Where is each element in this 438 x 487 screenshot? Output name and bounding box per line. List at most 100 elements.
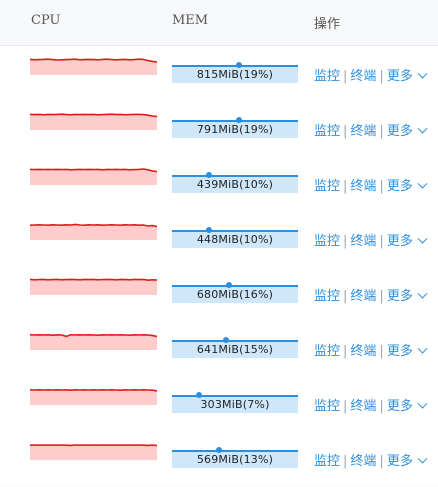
table-row: 448MiB(10%) 监控 | 终端 | 更多: [0, 211, 438, 267]
cpu-sparkline: [30, 444, 157, 460]
header-cpu: CPU: [31, 13, 61, 28]
separator: |: [343, 234, 348, 249]
mem-usage-bar: 791MiB(19%): [172, 117, 298, 138]
mem-label: 791MiB(19%): [196, 123, 274, 136]
separator: |: [343, 69, 348, 84]
mem-label: 439MiB(10%): [196, 178, 274, 191]
separator: |: [379, 179, 384, 194]
row-actions: 监控 | 终端 | 更多: [314, 65, 428, 84]
more-dropdown[interactable]: 更多: [386, 454, 413, 469]
cpu-sparkline: [30, 333, 157, 350]
mem-label: 641MiB(15%): [196, 343, 274, 356]
terminal-link[interactable]: 终端: [350, 344, 377, 359]
table-row: 680MiB(16%) 监控 | 终端 | 更多: [0, 266, 438, 322]
separator: |: [343, 344, 348, 359]
table-row: 569MiB(13%) 监控 | 终端 | 更多: [0, 431, 438, 487]
terminal-link[interactable]: 终端: [350, 289, 377, 304]
chevron-down-icon[interactable]: [417, 123, 428, 134]
chevron-down-icon[interactable]: [417, 398, 428, 409]
cpu-line: [30, 113, 157, 118]
cpu-area: [30, 445, 157, 460]
table-row: 303MiB(7%) 监控 | 终端 | 更多: [0, 376, 438, 432]
separator: |: [343, 179, 348, 194]
monitor-link[interactable]: 监控: [314, 179, 341, 194]
mem-usage-bar: 448MiB(10%): [172, 227, 298, 248]
row-actions: 监控 | 终端 | 更多: [314, 230, 428, 249]
chevron-down-icon[interactable]: [417, 68, 428, 79]
more-dropdown[interactable]: 更多: [386, 344, 413, 359]
terminal-link[interactable]: 终端: [350, 179, 377, 194]
mem-label: 569MiB(13%): [196, 453, 274, 466]
header-mem: MEM: [172, 13, 209, 28]
header-actions: 操作: [314, 17, 341, 32]
terminal-link[interactable]: 终端: [350, 234, 377, 249]
cpu-line: [30, 58, 157, 63]
separator: |: [379, 234, 384, 249]
row-actions: 监控 | 终端 | 更多: [314, 395, 428, 414]
terminal-link[interactable]: 终端: [350, 124, 377, 139]
mem-marker-dot: [215, 447, 222, 453]
mem-marker-dot: [225, 282, 232, 288]
monitor-link[interactable]: 监控: [314, 399, 341, 414]
separator: |: [379, 454, 384, 469]
cpu-sparkline: [30, 278, 157, 295]
chevron-down-icon[interactable]: [417, 453, 428, 464]
mem-usage-bar: 815MiB(19%): [172, 62, 298, 83]
mem-label: 448MiB(10%): [196, 233, 274, 246]
mem-label: 680MiB(16%): [196, 288, 274, 301]
monitor-link[interactable]: 监控: [314, 454, 341, 469]
cpu-sparkline: [30, 223, 157, 240]
cpu-line: [30, 444, 157, 447]
mem-usage-bar: 439MiB(10%): [172, 172, 298, 193]
more-dropdown[interactable]: 更多: [386, 69, 413, 84]
cpu-line: [30, 333, 157, 338]
mem-usage-bar: 569MiB(13%): [172, 447, 298, 468]
mem-marker-dot: [195, 392, 202, 398]
chevron-down-icon[interactable]: [417, 288, 428, 299]
more-dropdown[interactable]: 更多: [386, 234, 413, 249]
separator: |: [343, 399, 348, 414]
chevron-down-icon[interactable]: [417, 178, 428, 189]
cpu-line: [30, 168, 157, 173]
cpu-line: [30, 388, 157, 392]
row-actions: 监控 | 终端 | 更多: [314, 175, 428, 194]
cpu-area: [30, 224, 157, 240]
more-dropdown[interactable]: 更多: [386, 124, 413, 139]
cpu-area: [30, 114, 157, 130]
chevron-down-icon[interactable]: [417, 343, 428, 354]
cpu-area: [30, 334, 157, 350]
separator: |: [379, 344, 384, 359]
monitor-link[interactable]: 监控: [314, 344, 341, 359]
monitor-link[interactable]: 监控: [314, 124, 341, 139]
more-dropdown[interactable]: 更多: [386, 399, 413, 414]
mem-marker-dot: [222, 337, 229, 343]
mem-marker-dot: [205, 172, 212, 178]
monitor-link[interactable]: 监控: [314, 289, 341, 304]
separator: |: [343, 124, 348, 139]
terminal-link[interactable]: 终端: [350, 69, 377, 84]
separator: |: [379, 69, 384, 84]
mem-usage-bar: 303MiB(7%): [172, 392, 298, 413]
table-row: 439MiB(10%) 监控 | 终端 | 更多: [0, 156, 438, 212]
separator: |: [343, 454, 348, 469]
cpu-sparkline: [30, 58, 157, 75]
monitor-link[interactable]: 监控: [314, 69, 341, 84]
row-actions: 监控 | 终端 | 更多: [314, 285, 428, 304]
cpu-area: [30, 169, 157, 185]
table-row: 641MiB(15%) 监控 | 终端 | 更多: [0, 321, 438, 377]
chevron-down-icon[interactable]: [417, 233, 428, 244]
cpu-sparkline: [30, 168, 157, 185]
cpu-area: [30, 59, 157, 75]
cpu-area: [30, 279, 157, 295]
terminal-link[interactable]: 终端: [350, 399, 377, 414]
mem-marker-dot: [236, 62, 242, 68]
cpu-line: [30, 278, 157, 282]
mem-marker-dot: [205, 227, 212, 233]
more-dropdown[interactable]: 更多: [386, 179, 413, 194]
more-dropdown[interactable]: 更多: [386, 289, 413, 304]
monitor-link[interactable]: 监控: [314, 234, 341, 249]
cpu-line: [30, 223, 157, 228]
cpu-sparkline: [30, 388, 157, 405]
terminal-link[interactable]: 终端: [350, 454, 377, 469]
